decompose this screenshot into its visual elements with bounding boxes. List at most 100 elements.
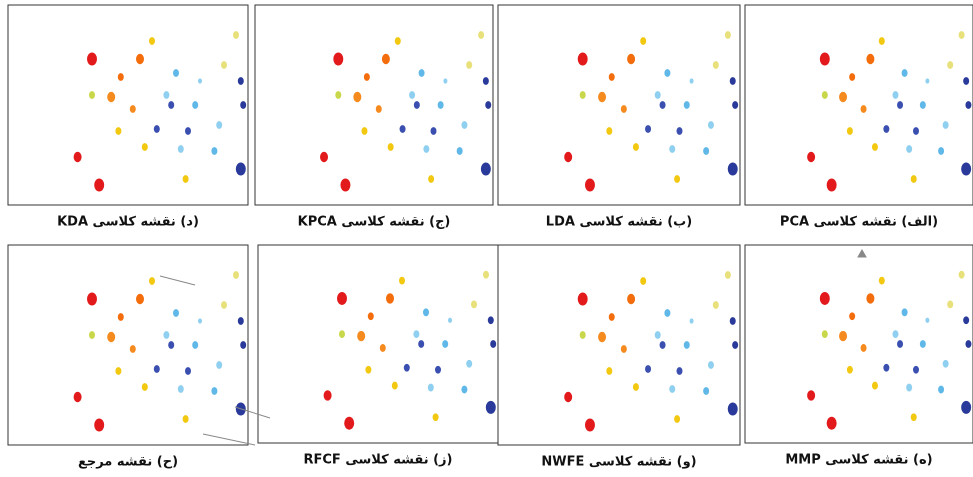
class-region xyxy=(233,271,239,279)
class-region xyxy=(418,340,424,348)
class-region xyxy=(466,61,472,69)
class-region xyxy=(920,101,926,109)
class-region xyxy=(185,127,191,135)
class-region xyxy=(163,91,169,99)
panel-caption: (الف) نقشه کلاسی PCA xyxy=(780,215,938,230)
class-region xyxy=(728,403,738,416)
classification-map xyxy=(8,245,248,445)
class-region xyxy=(690,78,694,83)
class-region xyxy=(847,127,853,135)
class-region xyxy=(149,277,155,285)
class-region xyxy=(414,101,420,109)
class-region xyxy=(920,340,926,348)
class-region xyxy=(684,101,690,109)
class-region xyxy=(419,69,425,77)
class-region xyxy=(136,294,144,304)
class-region xyxy=(866,293,874,303)
class-region xyxy=(847,366,853,374)
class-region xyxy=(655,91,661,99)
class-region xyxy=(965,340,971,348)
class-region xyxy=(732,341,738,349)
class-region xyxy=(320,152,328,162)
class-region xyxy=(211,147,217,155)
class-region xyxy=(947,301,953,309)
class-region xyxy=(423,308,429,316)
class-region xyxy=(892,91,898,99)
class-region xyxy=(861,105,867,113)
class-region xyxy=(861,344,867,352)
class-region xyxy=(192,341,198,349)
class-region xyxy=(820,292,830,305)
class-region xyxy=(849,312,855,320)
class-region xyxy=(925,318,929,323)
class-region xyxy=(438,101,444,109)
class-region xyxy=(585,419,595,432)
class-region xyxy=(669,145,675,153)
class-region xyxy=(339,330,345,338)
panel-caption: (ج) نقشه کلاسی KPCA xyxy=(298,215,451,230)
classification-map xyxy=(255,5,493,205)
class-region xyxy=(703,387,709,395)
class-region xyxy=(365,366,371,374)
class-region xyxy=(404,364,410,372)
class-region xyxy=(580,331,586,339)
class-region xyxy=(89,91,95,99)
class-region xyxy=(822,330,828,338)
class-region xyxy=(730,77,736,85)
panel-caption: (و) نقشه کلاسی NWFE xyxy=(541,455,696,470)
class-region xyxy=(892,330,898,338)
class-region xyxy=(388,143,394,151)
class-region xyxy=(925,78,929,83)
class-region xyxy=(216,361,222,369)
class-region xyxy=(357,331,365,341)
class-region xyxy=(485,101,491,109)
class-region xyxy=(640,277,646,285)
classification-map xyxy=(745,5,973,205)
class-region xyxy=(938,386,944,394)
class-region xyxy=(409,91,415,99)
class-region xyxy=(564,152,572,162)
class-region xyxy=(897,101,903,109)
class-region xyxy=(609,73,615,81)
class-region xyxy=(107,92,115,102)
class-region xyxy=(883,364,889,372)
class-region xyxy=(168,341,174,349)
classification-map xyxy=(498,245,740,445)
class-region xyxy=(74,152,82,162)
class-region xyxy=(395,37,401,45)
class-region xyxy=(807,152,815,162)
class-region xyxy=(478,31,484,39)
class-region xyxy=(677,127,683,135)
class-region xyxy=(488,316,494,324)
class-region xyxy=(471,301,477,309)
class-region xyxy=(483,77,489,85)
class-region xyxy=(94,419,104,432)
class-region xyxy=(959,31,965,39)
class-region xyxy=(178,145,184,153)
class-region xyxy=(943,121,949,129)
class-region xyxy=(902,308,908,316)
class-region xyxy=(820,53,830,66)
class-region xyxy=(879,277,885,285)
class-region xyxy=(645,365,651,373)
class-region xyxy=(130,345,136,353)
class-region xyxy=(461,386,467,394)
class-region xyxy=(938,147,944,155)
class-region xyxy=(443,78,447,83)
class-region xyxy=(442,340,448,348)
class-region xyxy=(483,271,489,279)
class-region xyxy=(872,382,878,390)
class-region xyxy=(598,332,606,342)
class-region xyxy=(400,125,406,133)
class-region xyxy=(897,340,903,348)
class-region xyxy=(580,91,586,99)
classification-map xyxy=(498,5,740,205)
class-region xyxy=(902,69,908,77)
class-region xyxy=(198,318,202,323)
class-region xyxy=(340,179,350,192)
class-region xyxy=(107,332,115,342)
class-region xyxy=(481,163,491,176)
class-region xyxy=(115,367,121,375)
class-region xyxy=(94,179,104,192)
class-region xyxy=(163,331,169,339)
